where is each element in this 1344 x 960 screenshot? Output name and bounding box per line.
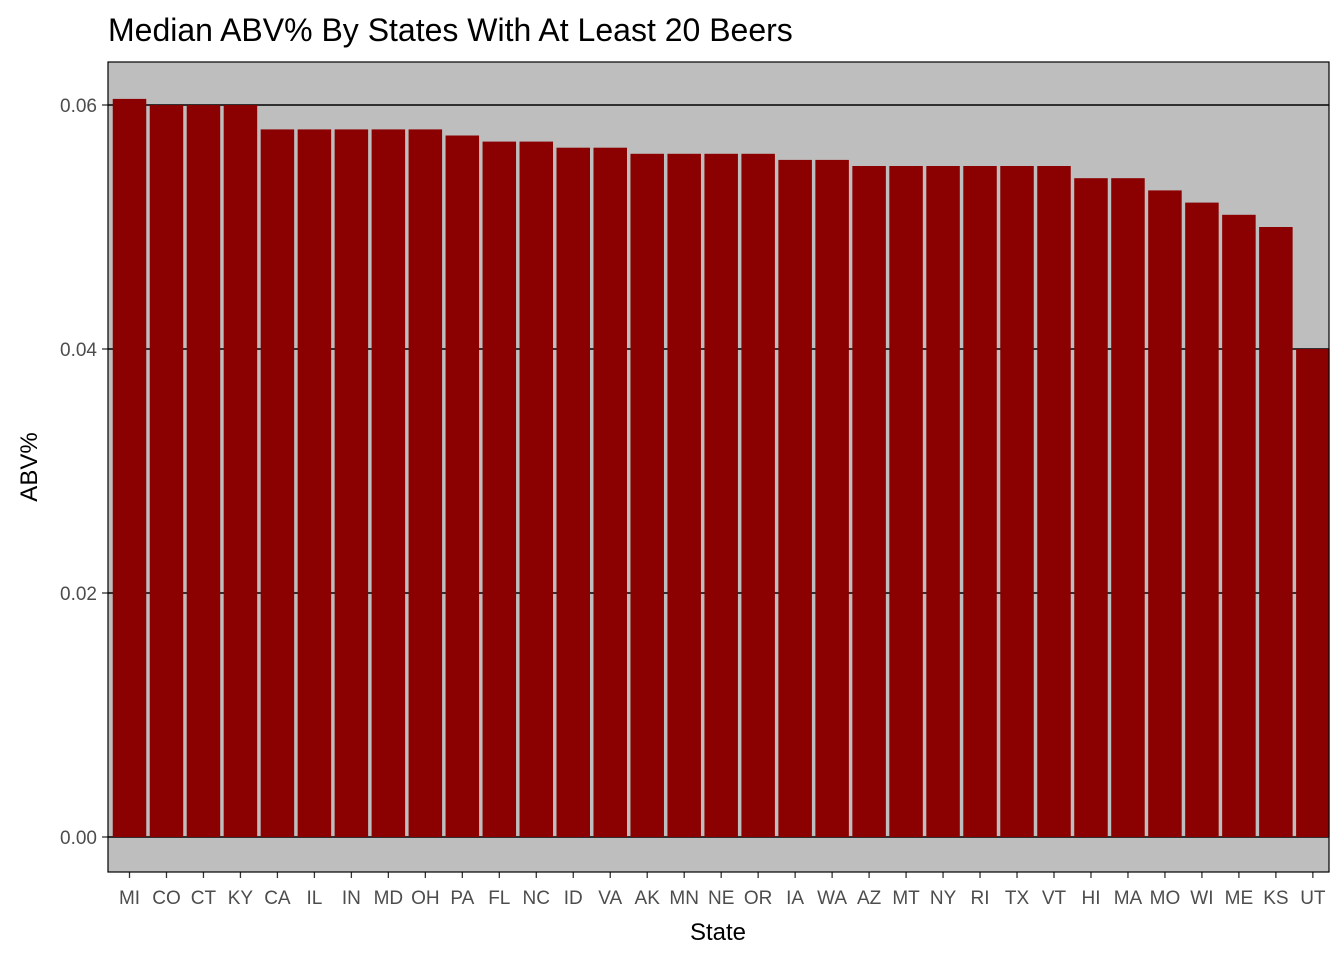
bar-me	[1222, 214, 1256, 838]
x-axis-ticks: MI CO CT KY CA IL IN MD OH PA FL NC ID VA AK MN NE OR IA WA…	[119, 872, 1326, 909]
x-tick-label: VT	[1042, 888, 1067, 909]
bar-mi	[112, 98, 147, 837]
bar-pa	[445, 135, 480, 837]
x-tick-label: IA	[786, 888, 804, 909]
x-tick-label: KS	[1263, 888, 1288, 909]
bar-ny	[926, 166, 960, 837]
bar-ak	[630, 153, 664, 838]
bar-ma	[1111, 178, 1145, 837]
bars	[112, 98, 1330, 838]
x-tick-label: ID	[564, 888, 583, 909]
x-tick-label: CA	[264, 888, 291, 909]
x-tick-label: OH	[411, 888, 440, 909]
x-tick-label: RI	[971, 888, 990, 909]
x-tick-label: AZ	[857, 888, 882, 909]
bar-ky	[223, 105, 258, 837]
y-tick-label: 0.06	[60, 96, 97, 117]
bar-tx	[1000, 166, 1034, 837]
bar-mn	[667, 153, 701, 838]
x-tick-label: KY	[228, 888, 254, 909]
bar-ca	[260, 129, 295, 837]
bar-ia	[778, 159, 812, 837]
x-tick-label: NY	[930, 888, 957, 909]
x-tick-label: PA	[450, 888, 474, 909]
bar-mt	[889, 166, 923, 837]
bar-in	[334, 129, 369, 837]
x-tick-label: HI	[1081, 888, 1100, 909]
x-tick-label: WA	[817, 888, 847, 909]
x-tick-label: NE	[708, 888, 734, 909]
x-tick-label: MI	[119, 888, 140, 909]
x-tick-label: AK	[635, 888, 661, 909]
bar-ks	[1259, 227, 1293, 837]
y-tick-label: 0.00	[60, 828, 97, 849]
bar-id	[556, 147, 591, 837]
bar-il	[297, 129, 332, 837]
bar-fl	[482, 141, 517, 838]
bar-oh	[408, 129, 443, 837]
bar-wi	[1185, 202, 1219, 838]
bar-az	[852, 166, 886, 837]
x-tick-label: MN	[669, 888, 699, 909]
y-tick-label: 0.04	[60, 340, 97, 361]
x-tick-label: IN	[342, 888, 361, 909]
bar-va	[593, 147, 627, 837]
x-tick-label: FL	[488, 888, 510, 909]
bar-co	[149, 105, 184, 837]
x-tick-label: MO	[1150, 888, 1181, 909]
x-tick-label: VA	[598, 888, 622, 909]
x-tick-label: MD	[374, 888, 404, 909]
panel-border	[107, 61, 1330, 873]
bar-nc	[519, 141, 554, 838]
x-tick-label: MT	[892, 888, 920, 909]
x-tick-label: NC	[523, 888, 550, 909]
x-tick-label: CT	[191, 888, 217, 909]
bar-hi	[1074, 178, 1108, 837]
x-tick-label: MA	[1114, 888, 1143, 909]
bar-md	[371, 129, 406, 837]
bar-vt	[1037, 166, 1071, 837]
y-axis-ticks: 0.00 0.02 0.04 0.06	[60, 96, 108, 849]
bar-ct	[186, 105, 221, 837]
chart-title: Median ABV% By States With At Least 20 B…	[108, 12, 793, 48]
x-tick-label: UT	[1300, 888, 1326, 909]
bar-mo	[1148, 190, 1182, 837]
x-tick-label: WI	[1190, 888, 1213, 909]
x-tick-label: OR	[744, 888, 773, 909]
x-tick-label: IL	[306, 888, 322, 909]
bar-ri	[963, 166, 997, 837]
bar-wa	[815, 159, 849, 837]
bar-ut	[1296, 349, 1330, 837]
y-tick-label: 0.02	[60, 584, 97, 605]
x-axis-title: State	[690, 919, 746, 946]
x-tick-label: CO	[152, 888, 181, 909]
bar-ne	[704, 153, 738, 838]
bar-or	[741, 153, 775, 838]
y-axis-title: ABV%	[16, 432, 43, 501]
x-tick-label: TX	[1005, 888, 1030, 909]
x-tick-label: ME	[1225, 888, 1254, 909]
